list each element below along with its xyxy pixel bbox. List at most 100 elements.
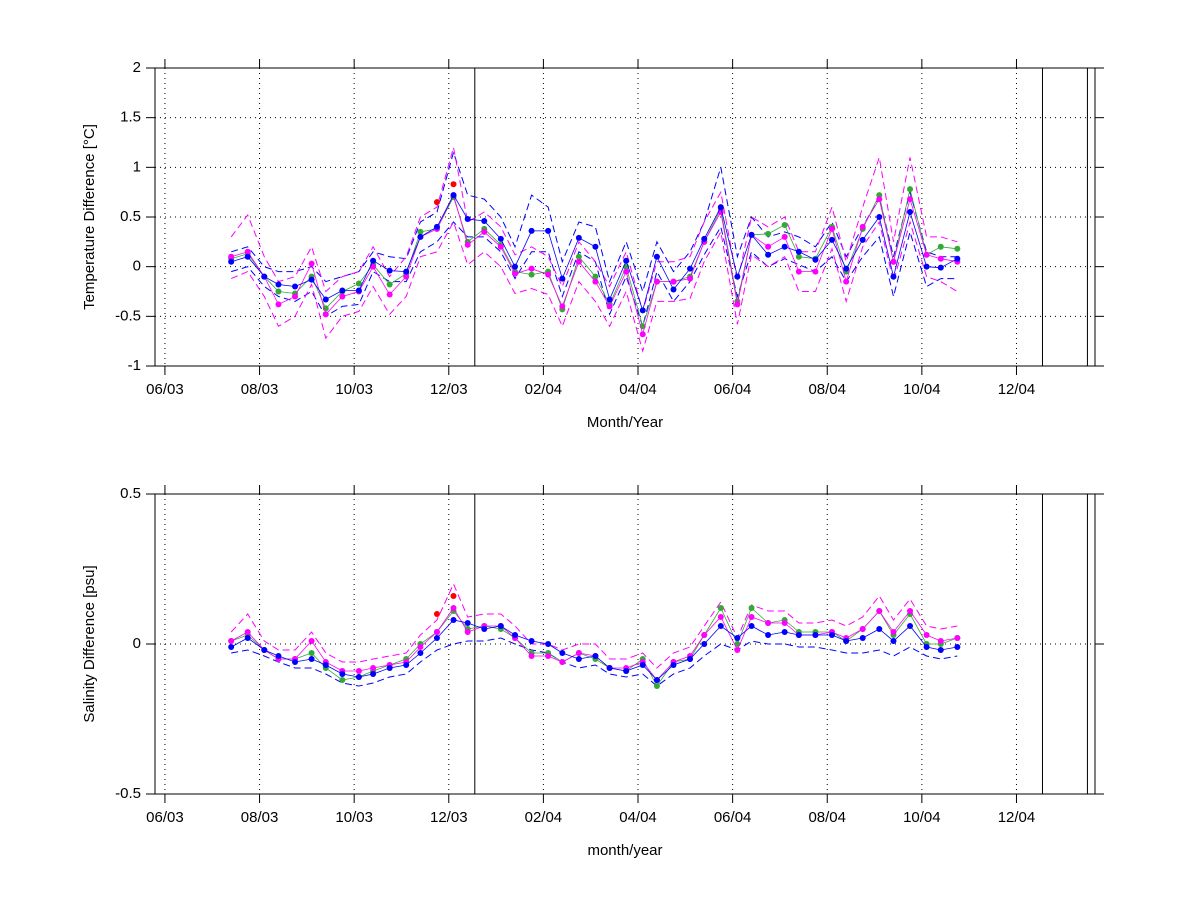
marker xyxy=(734,647,741,653)
marker xyxy=(701,632,708,638)
marker xyxy=(292,293,299,300)
marker xyxy=(370,665,377,671)
marker xyxy=(545,271,552,278)
marker xyxy=(559,275,566,282)
marker xyxy=(954,255,961,262)
marker xyxy=(653,278,660,285)
y-tick-label: 0.5 xyxy=(120,485,141,502)
marker xyxy=(308,260,315,267)
marker xyxy=(433,629,440,635)
marker xyxy=(795,253,802,260)
x-tick-label: 06/04 xyxy=(714,381,752,398)
marker xyxy=(937,264,944,271)
y-tick-label: 0 xyxy=(133,258,141,275)
marker xyxy=(433,199,440,206)
marker xyxy=(497,623,504,629)
marker xyxy=(937,255,944,262)
marker xyxy=(687,275,694,282)
x-tick-label: 12/04 xyxy=(998,381,1036,398)
marker xyxy=(559,303,566,310)
marker xyxy=(497,243,504,250)
marker xyxy=(450,181,457,188)
marker xyxy=(734,635,741,641)
x-tick-label: 02/04 xyxy=(525,809,563,826)
marker xyxy=(859,236,866,243)
marker xyxy=(292,283,299,290)
marker xyxy=(355,287,362,294)
marker xyxy=(308,638,315,644)
marker xyxy=(734,301,741,308)
marker xyxy=(433,223,440,230)
marker xyxy=(464,629,471,635)
marker xyxy=(639,307,646,314)
marker xyxy=(339,677,346,683)
x-tick-label: 06/03 xyxy=(146,381,184,398)
dashed-line xyxy=(230,582,958,669)
marker xyxy=(355,674,362,680)
dashed-line xyxy=(231,220,958,353)
marker xyxy=(623,268,630,275)
marker xyxy=(795,268,802,275)
marker xyxy=(653,677,660,683)
x-tick-label: 10/03 xyxy=(335,809,373,826)
marker xyxy=(339,287,346,294)
x-tick-label: 08/04 xyxy=(808,809,846,826)
marker xyxy=(653,683,660,689)
y-tick-label: -0.5 xyxy=(115,785,141,802)
marker xyxy=(781,629,788,635)
marker xyxy=(843,278,850,285)
marker xyxy=(907,608,914,614)
marker xyxy=(937,647,944,653)
marker xyxy=(261,273,268,280)
marker xyxy=(403,268,410,275)
marker xyxy=(765,230,772,237)
marker xyxy=(670,662,677,668)
marker xyxy=(370,671,377,677)
marker xyxy=(812,632,819,638)
dashed-line xyxy=(230,147,958,314)
marker xyxy=(386,281,393,288)
marker xyxy=(528,638,535,644)
x-axis-label: month/year xyxy=(587,842,662,859)
marker xyxy=(275,301,282,308)
marker xyxy=(812,256,819,263)
marker xyxy=(497,235,504,242)
marker xyxy=(244,635,251,641)
marker xyxy=(528,653,535,659)
marker xyxy=(734,641,741,647)
marker xyxy=(433,635,440,641)
dashed-line xyxy=(231,150,958,294)
marker xyxy=(859,223,866,230)
y-tick-label: 1 xyxy=(133,158,141,175)
y-axis-label: Salinity Difference [psu] xyxy=(81,565,98,722)
marker xyxy=(890,258,897,265)
marker xyxy=(876,608,883,614)
x-tick-label: 08/04 xyxy=(808,381,846,398)
marker xyxy=(386,291,393,298)
marker xyxy=(386,267,393,274)
marker xyxy=(828,632,835,638)
marker xyxy=(322,296,329,303)
marker xyxy=(748,605,755,611)
marker xyxy=(592,653,599,659)
marker xyxy=(528,271,535,278)
marker xyxy=(450,192,457,199)
marker xyxy=(781,243,788,250)
marker xyxy=(592,243,599,250)
x-tick-label: 08/03 xyxy=(241,381,279,398)
marker xyxy=(545,641,552,647)
marker xyxy=(954,644,961,650)
marker xyxy=(308,650,315,656)
marker xyxy=(623,257,630,264)
marker xyxy=(228,258,235,265)
marker xyxy=(748,231,755,238)
x-axis-label: Month/Year xyxy=(587,414,663,431)
marker xyxy=(923,644,930,650)
marker xyxy=(765,251,772,258)
marker xyxy=(717,614,724,620)
x-tick-label: 12/03 xyxy=(430,381,468,398)
marker xyxy=(355,668,362,674)
marker xyxy=(954,635,961,641)
marker xyxy=(355,280,362,287)
